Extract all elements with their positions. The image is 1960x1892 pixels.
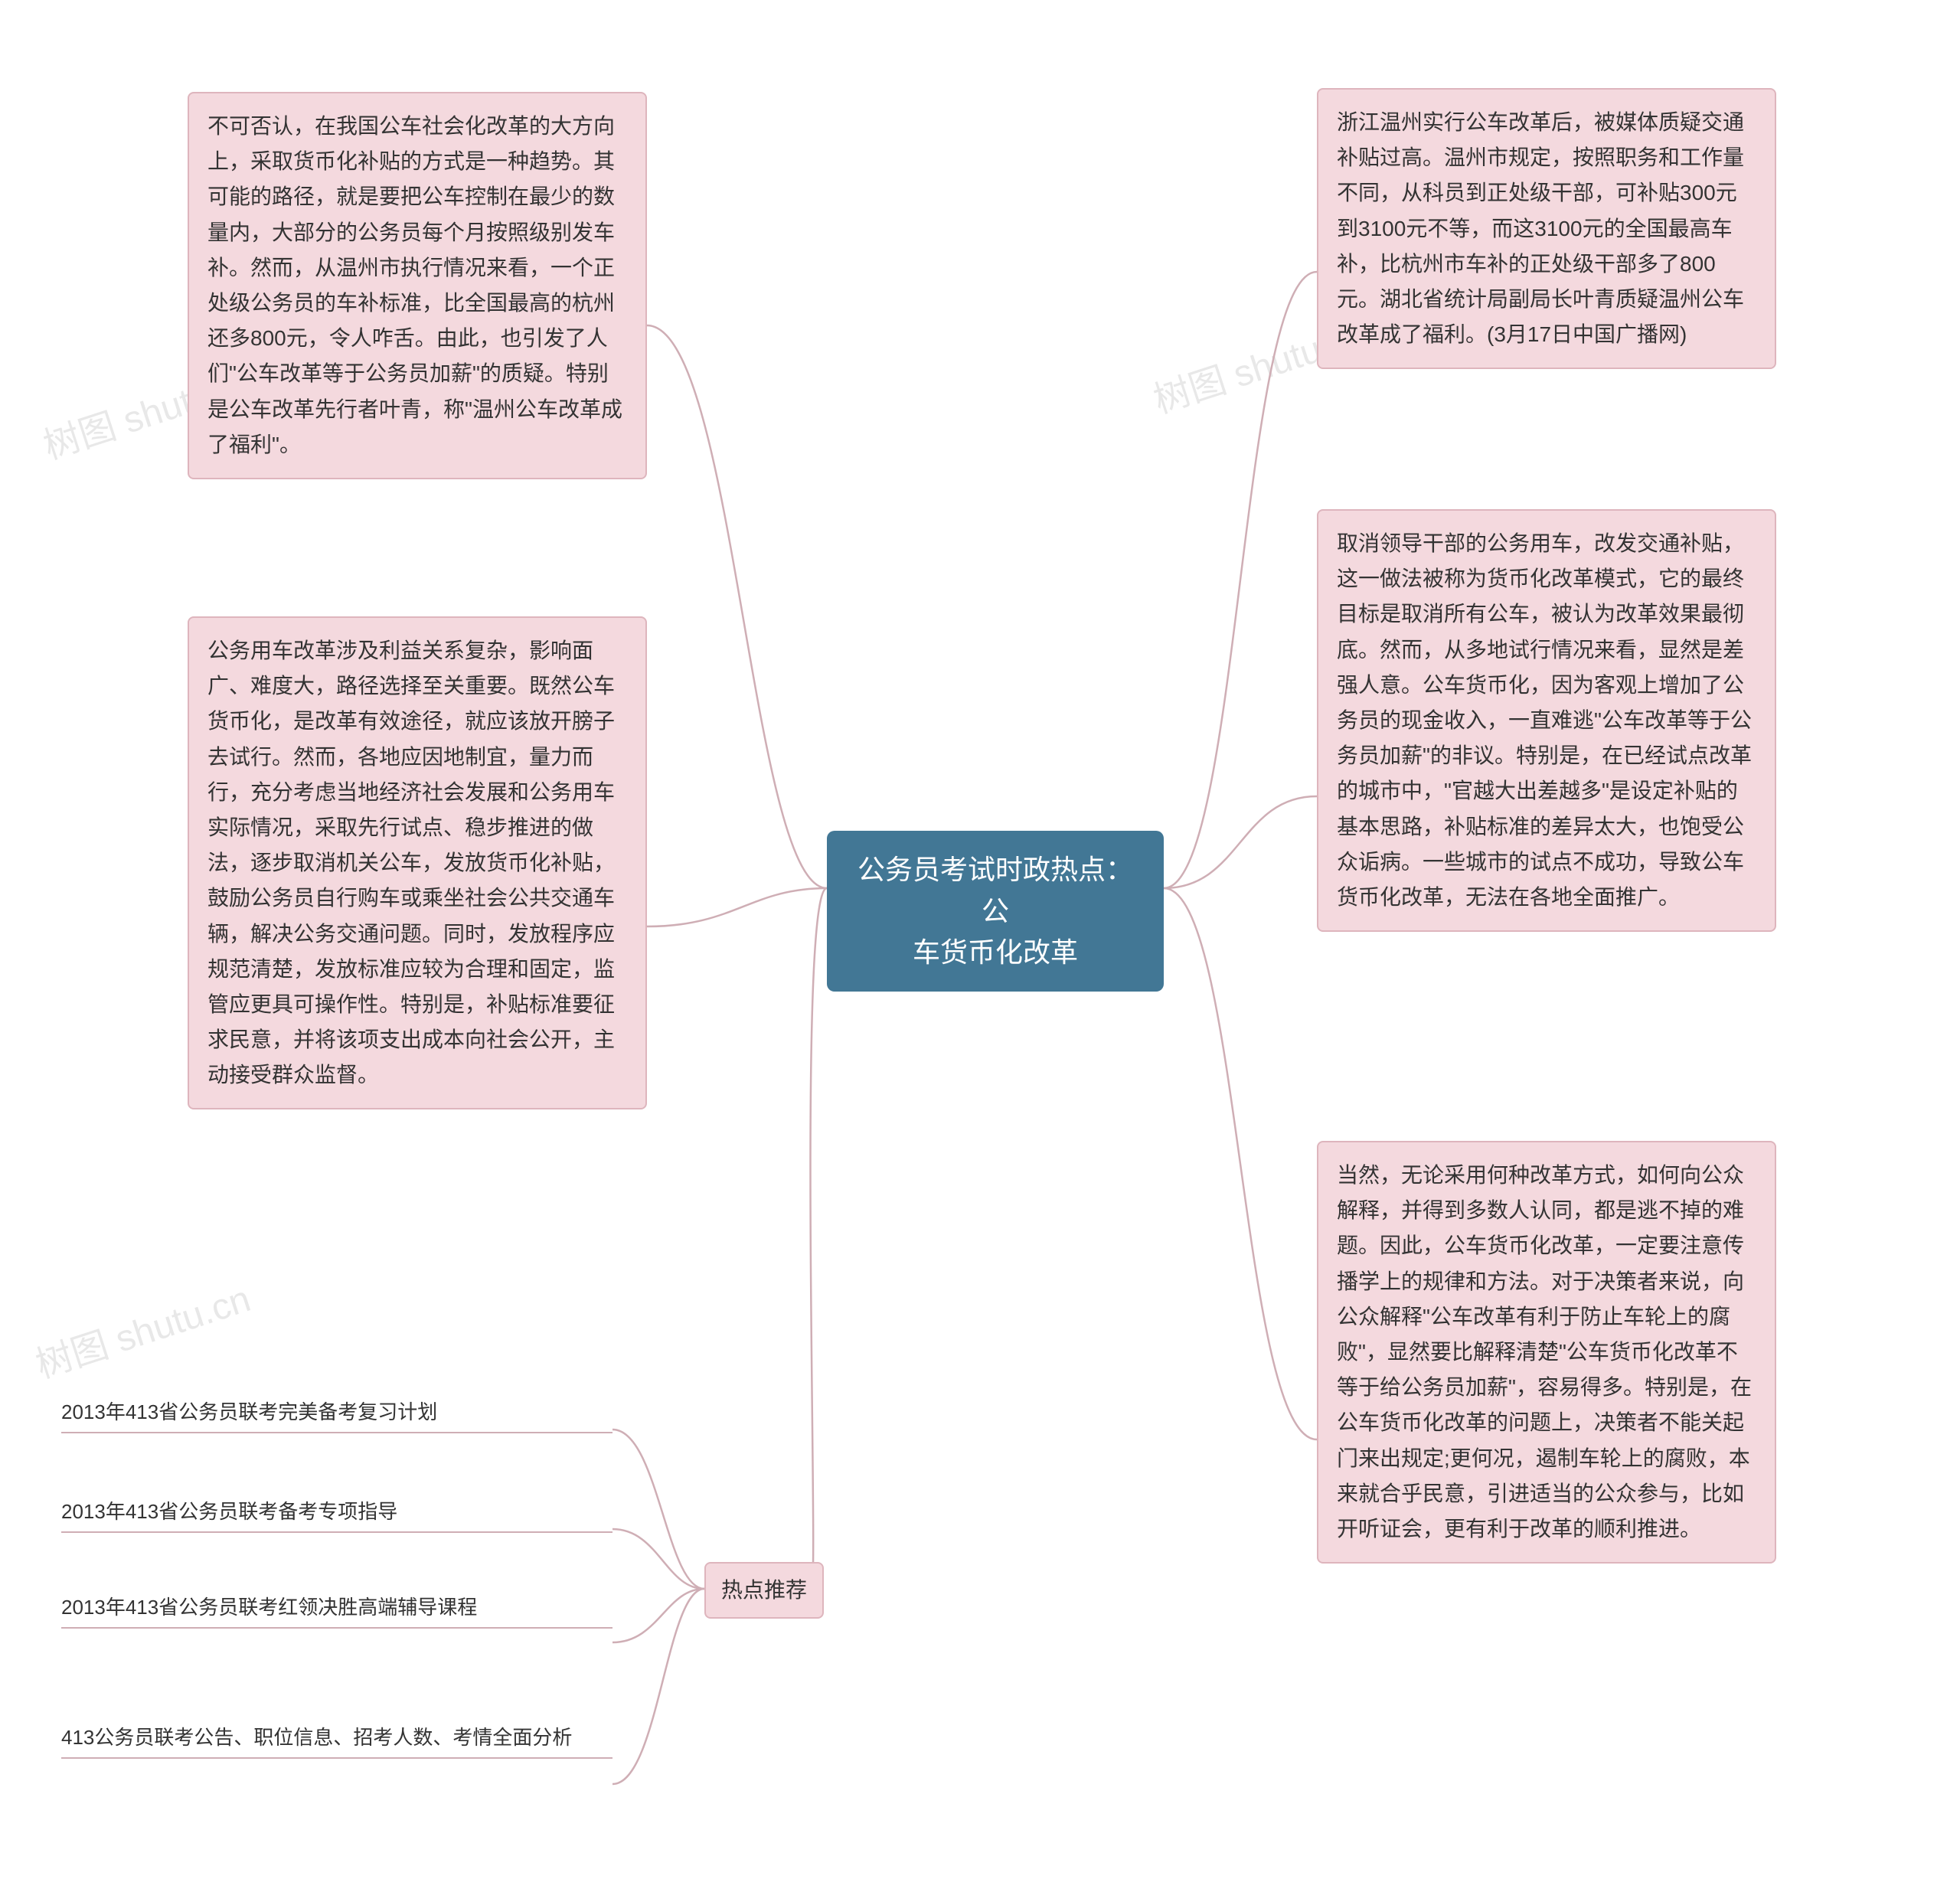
- hotspot-label-node[interactable]: 热点推荐: [704, 1562, 824, 1619]
- right-node-1-text: 浙江温州实行公车改革后，被媒体质疑交通补贴过高。温州市规定，按照职务和工作量不同…: [1337, 110, 1744, 346]
- center-topic-label: 公务员考试时政热点：公 车货币化改革: [858, 854, 1133, 968]
- hotspot-item-2-text: 2013年413省公务员联考备考专项指导: [61, 1500, 397, 1523]
- hotspot-item-3-text: 2013年413省公务员联考红领决胜高端辅导课程: [61, 1596, 477, 1619]
- right-node-1[interactable]: 浙江温州实行公车改革后，被媒体质疑交通补贴过高。温州市规定，按照职务和工作量不同…: [1317, 88, 1776, 369]
- hotspot-item-3[interactable]: 2013年413省公务员联考红领决胜高端辅导课程: [61, 1593, 612, 1629]
- left-node-2-text: 公务用车改革涉及利益关系复杂，影响面广、难度大，路径选择至关重要。既然公车货币化…: [207, 639, 615, 1087]
- left-node-2[interactable]: 公务用车改革涉及利益关系复杂，影响面广、难度大，路径选择至关重要。既然公车货币化…: [188, 616, 647, 1109]
- hotspot-item-1-text: 2013年413省公务员联考完美备考复习计划: [61, 1400, 437, 1423]
- hotspot-item-4-text: 413公务员联考公告、职位信息、招考人数、考情全面分析: [61, 1726, 572, 1749]
- right-node-3[interactable]: 当然，无论采用何种改革方式，如何向公众解释，并得到多数人认同，都是逃不掉的难题。…: [1317, 1141, 1776, 1564]
- right-node-3-text: 当然，无论采用何种改革方式，如何向公众解释，并得到多数人认同，都是逃不掉的难题。…: [1337, 1163, 1752, 1541]
- right-node-2-text: 取消领导干部的公务用车，改发交通补贴，这一做法被称为货币化改革模式，它的最终目标…: [1337, 531, 1752, 909]
- left-node-1[interactable]: 不可否认，在我国公车社会化改革的大方向上，采取货币化补贴的方式是一种趋势。其可能…: [188, 92, 647, 479]
- right-node-2[interactable]: 取消领导干部的公务用车，改发交通补贴，这一做法被称为货币化改革模式，它的最终目标…: [1317, 509, 1776, 932]
- hotspot-item-4[interactable]: 413公务员联考公告、职位信息、招考人数、考情全面分析: [61, 1723, 612, 1759]
- hotspot-label-text: 热点推荐: [721, 1578, 807, 1602]
- left-node-1-text: 不可否认，在我国公车社会化改革的大方向上，采取货币化补贴的方式是一种趋势。其可能…: [207, 114, 622, 456]
- watermark: 树图 shutu.cn: [28, 1269, 256, 1388]
- center-topic[interactable]: 公务员考试时政热点：公 车货币化改革: [827, 831, 1164, 992]
- hotspot-item-1[interactable]: 2013年413省公务员联考完美备考复习计划: [61, 1397, 612, 1433]
- hotspot-item-2[interactable]: 2013年413省公务员联考备考专项指导: [61, 1497, 612, 1533]
